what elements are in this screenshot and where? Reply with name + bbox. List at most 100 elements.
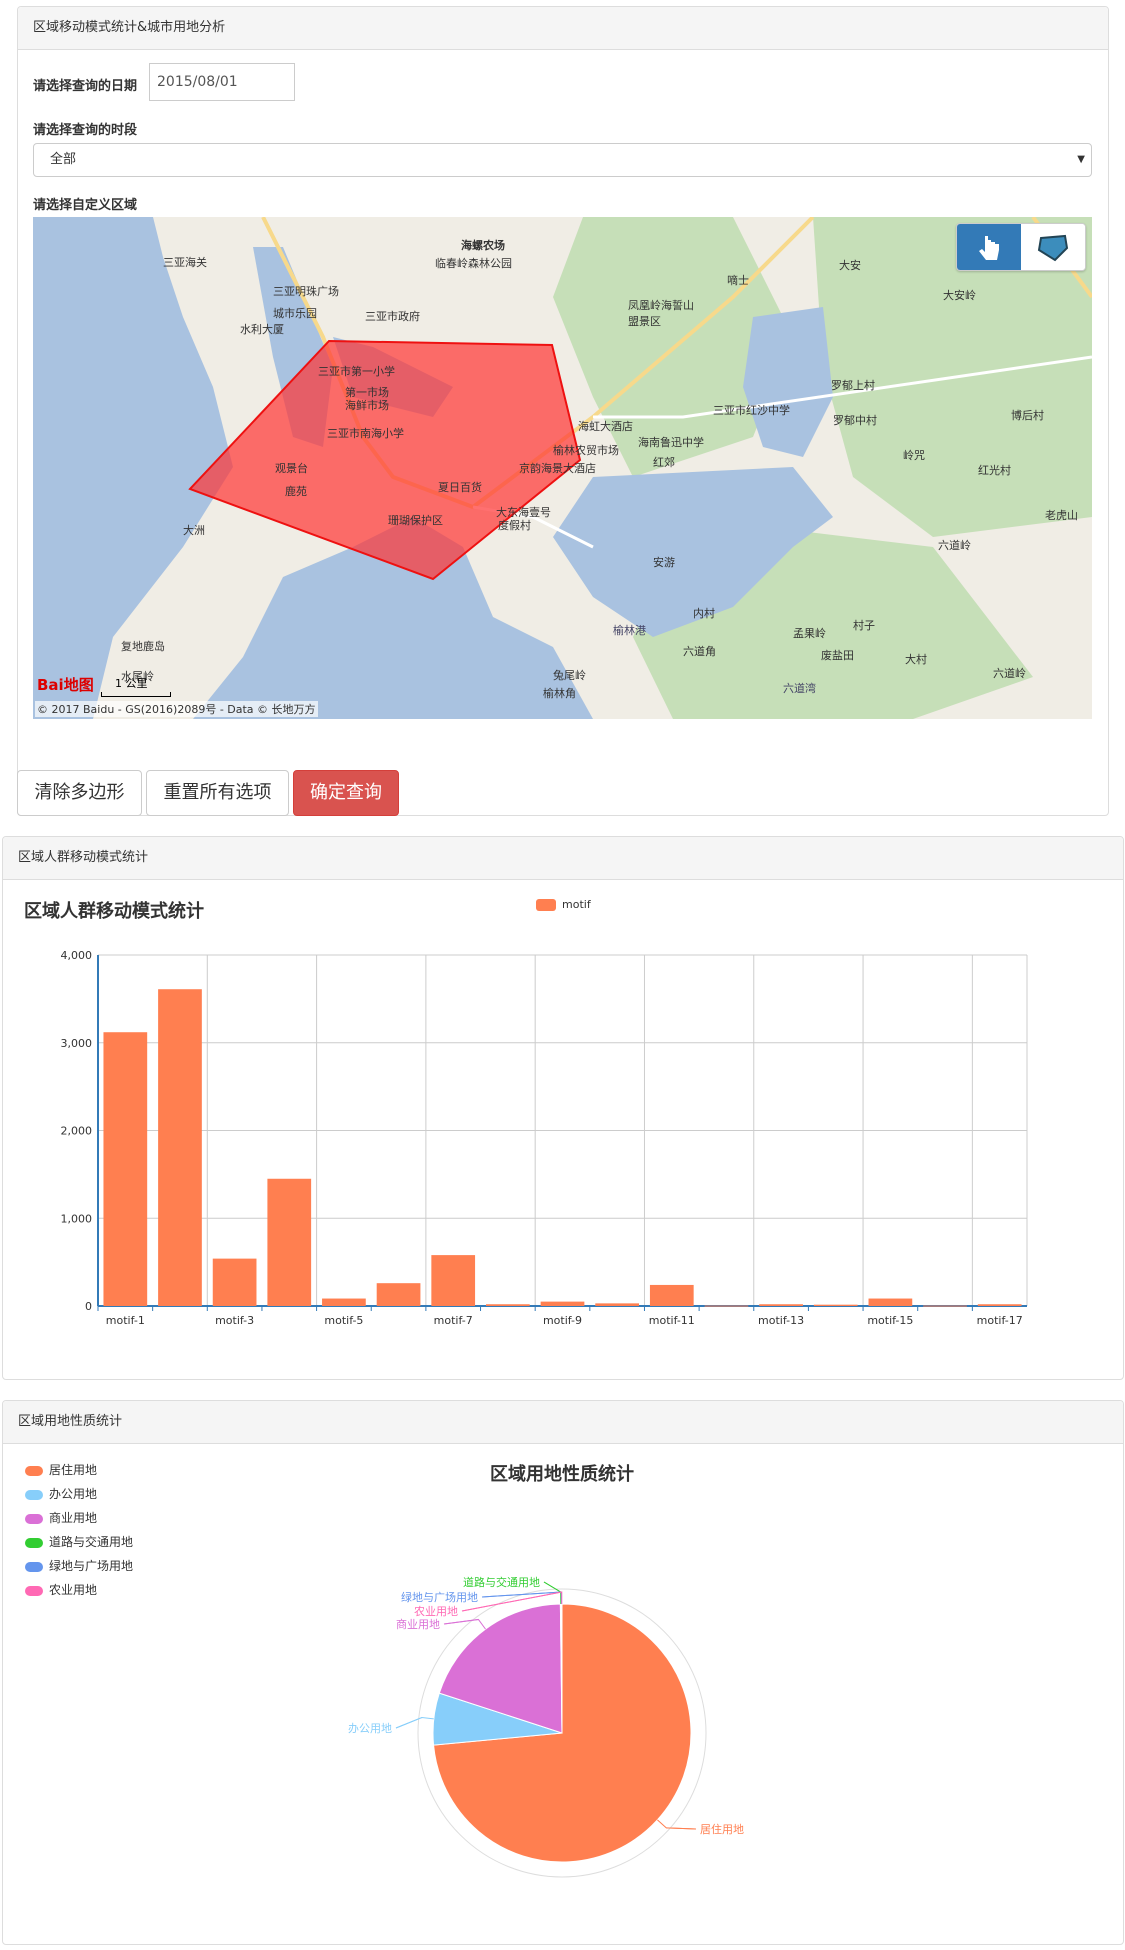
x-tick-label: motif-11 — [649, 1314, 695, 1327]
pie-legend-item[interactable]: 道路与交通用地 — [25, 1534, 133, 1550]
pie-legend-item[interactable]: 居住用地 — [25, 1462, 97, 1478]
map-label-haihong: 海虹大酒店 — [578, 420, 633, 433]
map-scale-bar — [101, 692, 171, 697]
x-tick-label: motif-1 — [106, 1314, 145, 1327]
pie-label-connector — [461, 1591, 562, 1612]
clear-polygon-button[interactable]: 清除多边形 — [17, 770, 142, 816]
pie-slice-label: 商业用地 — [396, 1617, 440, 1631]
map-label-bohou: 博后村 — [1011, 409, 1044, 422]
map-label-farm: 海螺农场 — [461, 239, 505, 252]
map-label-dazhou: 大洲 — [183, 524, 205, 537]
map-label-daanling: 大安岭 — [943, 289, 976, 302]
bar-motif-8[interactable] — [485, 1304, 530, 1306]
polygon-icon — [1037, 234, 1069, 262]
bar-motif-2[interactable] — [158, 989, 202, 1306]
map-label-city-park: 城市乐园 — [273, 307, 317, 320]
reset-options-button[interactable]: 重置所有选项 — [146, 770, 289, 816]
map-label-dacun: 大村 — [905, 653, 927, 666]
region-label: 请选择自定义区域 — [33, 198, 138, 213]
map-label-dadonghai: 大东海壹号 — [496, 506, 551, 519]
baidu-logo: Bai地图 — [37, 676, 94, 694]
date-label: 请选择查询的日期 — [33, 79, 138, 94]
y-tick-label: 1,000 — [61, 1212, 93, 1225]
map-label-tuweiling: 兔尾岭 — [553, 669, 586, 682]
map-label-coral: 珊瑚保护区 — [388, 514, 443, 527]
bar-motif-5[interactable] — [322, 1298, 366, 1306]
map-label-shuiweiling: 水尾岭 — [121, 670, 154, 683]
pie-label-connector — [543, 1581, 561, 1593]
map-label-forest-park: 临春岭森林公园 — [435, 257, 512, 270]
map-label-seafood: 海鲜市场 — [345, 399, 389, 412]
map-canvas[interactable]: 三亚海关 海螺农场 临春岭森林公园 三亚明珠广场 城市乐园 三亚市政府 水利大厦… — [33, 217, 1092, 719]
map-label-yulin-market: 榆林农贸市场 — [553, 444, 619, 457]
bar-motif-11[interactable] — [649, 1284, 694, 1306]
map-label-hongsha-school: 三亚市红沙中学 — [713, 404, 790, 417]
x-tick-label: motif-7 — [434, 1314, 473, 1327]
map-label-observatory: 观景台 — [275, 462, 308, 475]
x-tick-label: motif-3 — [215, 1314, 254, 1327]
pie-slice-label: 绿地与广场用地 — [401, 1590, 478, 1604]
bar-motif-10[interactable] — [595, 1303, 640, 1306]
pie-legend-item[interactable]: 办公用地 — [25, 1486, 97, 1502]
pie-legend-label: 商业用地 — [49, 1511, 98, 1525]
map-label-daan: 大安 — [839, 259, 861, 272]
bar-motif-15[interactable] — [868, 1298, 913, 1306]
polygon-tool-button[interactable] — [1021, 224, 1085, 270]
map-label-mengguoling: 孟果岭 — [793, 627, 826, 640]
y-tick-label: 2,000 — [61, 1125, 93, 1138]
pie-legend-label: 道路与交通用地 — [49, 1535, 134, 1549]
bar-motif-12[interactable] — [704, 1305, 749, 1307]
bar-motif-3[interactable] — [212, 1258, 257, 1306]
map-scale: 1 公里 — [101, 675, 171, 697]
bar-motif-14[interactable] — [813, 1304, 858, 1306]
pie-slice-label: 道路与交通用地 — [463, 1575, 540, 1589]
map-label-lingzhou: 岭咒 — [903, 449, 925, 462]
date-input[interactable]: 2015/08/01 — [149, 63, 295, 101]
bar-motif-1[interactable] — [103, 1032, 148, 1306]
map-scale-label: 1 公里 — [115, 677, 148, 690]
bar-motif-7[interactable] — [431, 1255, 476, 1306]
pie-legend-item[interactable]: 绿地与广场用地 — [25, 1558, 133, 1574]
map-label-feiyantian: 废盐田 — [821, 649, 854, 662]
bar-chart: 0 1,000 2,000 3,000 4,000 motif-1 motif-3 motif… — [61, 949, 1028, 1327]
pie-legend-item[interactable]: 商业用地 — [25, 1510, 97, 1526]
bar-chart-title: 区域人群移动模式统计 — [24, 901, 204, 922]
pie-legend-item[interactable]: 农业用地 — [25, 1582, 97, 1598]
bar-legend-label[interactable]: motif — [562, 898, 591, 911]
pie-slice-2[interactable] — [438, 1603, 563, 1734]
map-label-liudaoling: 六道岭 — [938, 539, 971, 552]
bar-motif-16[interactable] — [923, 1305, 967, 1307]
pie-legend-label: 办公用地 — [49, 1487, 98, 1501]
bar-motif-6[interactable] — [376, 1283, 421, 1306]
bar-motif-9[interactable] — [540, 1301, 585, 1306]
map-label-dishi: 嘀士 — [727, 274, 749, 287]
map-label-gov: 三亚市政府 — [365, 310, 420, 323]
map-label-school1: 三亚市第一小学 — [318, 365, 395, 378]
map-label-yulinjiao: 榆林角 — [543, 687, 576, 700]
x-tick-label: motif-17 — [977, 1314, 1023, 1327]
period-select[interactable]: 全部 ▼ — [33, 143, 1092, 177]
x-tick-label: motif-13 — [758, 1314, 804, 1327]
pan-tool-button[interactable] — [957, 224, 1021, 270]
pie-legend-label: 农业用地 — [49, 1583, 98, 1597]
bar-legend-swatch[interactable] — [536, 899, 556, 911]
map-label-nanhai-school: 三亚市南海小学 — [327, 427, 404, 440]
map-label-neicun: 内村 — [693, 607, 715, 620]
hand-pointer-icon — [979, 236, 999, 260]
bar-motif-4[interactable] — [267, 1178, 312, 1306]
map-label-laohushan: 老虎山 — [1045, 509, 1078, 522]
map-label-hongjiao: 红郊 — [653, 456, 675, 469]
pie-slice-label: 农业用地 — [414, 1604, 458, 1618]
map-label-pearl-plaza: 三亚明珠广场 — [273, 285, 339, 298]
pie-legend-swatch — [25, 1513, 43, 1524]
pie-slice-label: 办公用地 — [348, 1722, 392, 1735]
landuse-panel-title: 区域用地性质统计 — [3, 1401, 1123, 1444]
map-label-customs: 三亚海关 — [163, 256, 207, 269]
query-panel-title: 区域移动模式统计&城市用地分析 — [18, 7, 1108, 50]
period-label: 请选择查询的时段 — [33, 123, 138, 138]
map-label-xiari: 夏日百货 — [438, 481, 482, 494]
confirm-query-button[interactable]: 确定查询 — [293, 770, 399, 816]
bar-motif-13[interactable] — [759, 1304, 803, 1306]
bar-motif-17[interactable] — [977, 1304, 1022, 1306]
